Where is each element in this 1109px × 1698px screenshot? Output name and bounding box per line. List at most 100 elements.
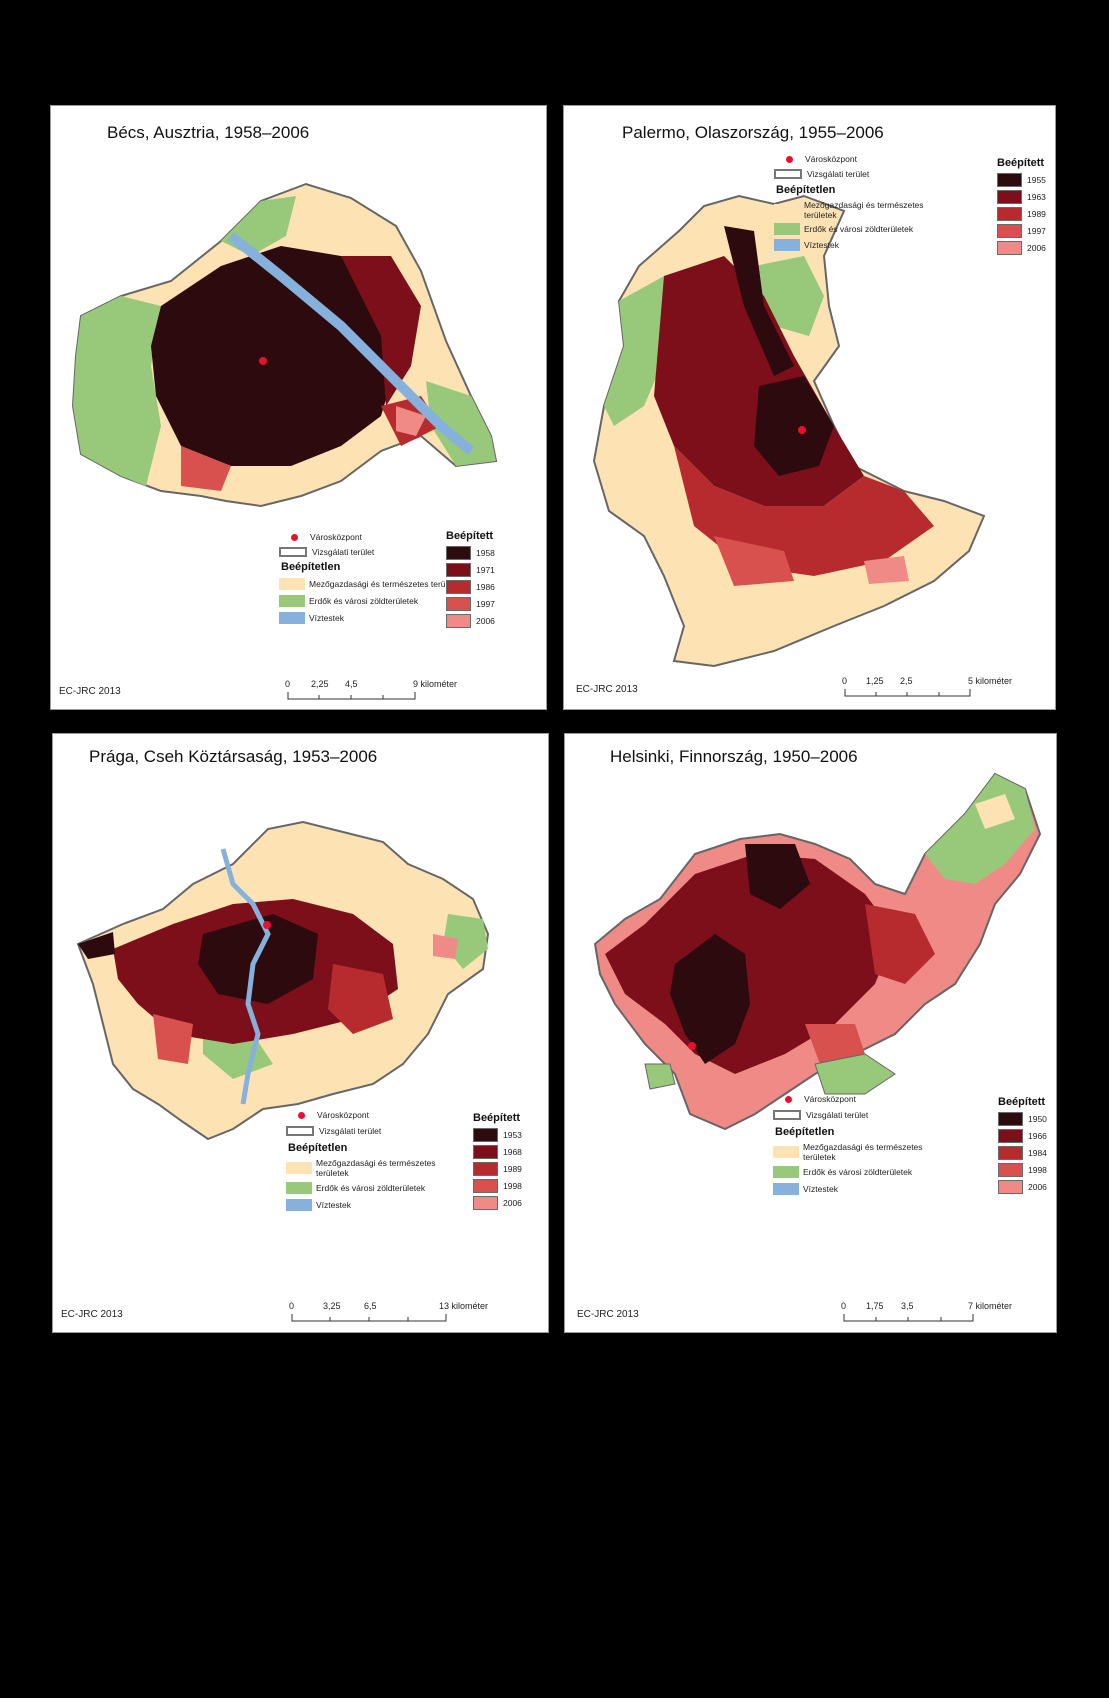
- forest-area-west: [604, 276, 674, 426]
- forest-area-east: [426, 381, 496, 466]
- forest-area-west: [73, 296, 161, 486]
- legend-label: Erdők és városi zöldterületek: [309, 596, 419, 606]
- scale-label: 3,5: [901, 1301, 914, 1311]
- built-swatch: [998, 1129, 1023, 1143]
- forest-swatch: [279, 595, 305, 607]
- study-area-swatch: [774, 169, 802, 179]
- legend-year: 1998: [503, 1181, 522, 1191]
- city-center-marker: [263, 921, 271, 929]
- legend-heading: Beépítetlen: [776, 184, 836, 196]
- agri-swatch: [774, 204, 800, 216]
- scale-label: 6,5: [364, 1301, 377, 1311]
- scale-label: 1,75: [866, 1301, 884, 1311]
- built-area-1950-north: [745, 844, 810, 909]
- credit: EC-JRC 2013: [577, 1309, 639, 1320]
- map-panel-helsinki: Helsinki, Finnország, 1950–2006 Városköz…: [564, 733, 1057, 1333]
- legend-year: 1989: [503, 1164, 522, 1174]
- built-swatch: [998, 1163, 1023, 1177]
- scale-bar: 0 2,25 4,5 9 kilométer: [285, 679, 467, 703]
- city-center-marker: [259, 357, 267, 365]
- legend-label: Mezőgazdasági és természetes területek: [803, 1142, 923, 1162]
- built-swatch: [473, 1128, 498, 1142]
- water-swatch: [279, 612, 305, 624]
- built-swatch: [997, 190, 1022, 204]
- scale-label: 0: [841, 1301, 847, 1311]
- legend-label: Víztestek: [804, 240, 839, 250]
- built-swatch: [998, 1112, 1023, 1126]
- map-panel-palermo: Palermo, Olaszország, 1955–2006 Városköz…: [563, 105, 1056, 710]
- scale-label: 7 kilométer: [968, 1301, 1013, 1311]
- built-patch-2006: [433, 934, 458, 959]
- scale-bar: 0 1,25 2,5 5 kilométer: [842, 676, 1034, 700]
- agri-swatch: [286, 1162, 312, 1174]
- prague-map: [76, 820, 490, 1141]
- legend-year: 2006: [1027, 243, 1046, 253]
- scale-label: 5 kilométer: [968, 676, 1013, 686]
- scale-label: 0: [285, 679, 291, 689]
- legend-year: 2006: [476, 616, 495, 626]
- built-swatch: [997, 207, 1022, 221]
- legend-year: 1958: [476, 548, 495, 558]
- legend-label: Víztestek: [316, 1200, 351, 1210]
- legend-label: Városközpont: [310, 532, 362, 542]
- built-core-1955: [754, 376, 834, 476]
- legend-year: 1989: [1027, 209, 1046, 219]
- built-swatch: [473, 1196, 498, 1210]
- legend-year: 1997: [1027, 226, 1046, 236]
- built-core-1950: [670, 934, 750, 1064]
- water-swatch: [286, 1199, 312, 1211]
- built-patch-2006: [396, 406, 426, 436]
- legend-heading: Beépítetlen: [281, 561, 341, 573]
- built-area-1998: [153, 1014, 193, 1064]
- city-center-icon: [785, 1095, 792, 1103]
- legend-year: 1971: [476, 565, 495, 575]
- credit: EC-JRC 2013: [576, 684, 638, 695]
- built-swatch: [998, 1180, 1023, 1194]
- legend-label: Vizsgálati terület: [312, 547, 375, 557]
- map-title: Palermo, Olaszország, 1955–2006: [622, 123, 884, 142]
- map-title: Helsinki, Finnország, 1950–2006: [610, 747, 858, 766]
- forest-islands: [644, 1053, 896, 1095]
- scale-bar: 0 3,25 6,5 13 kilométer: [289, 1301, 521, 1325]
- built-core-1958: [151, 246, 396, 466]
- legend-label: Városközpont: [805, 154, 857, 164]
- study-area-swatch: [279, 547, 307, 557]
- legend-year: 2006: [1028, 1182, 1047, 1192]
- legend-label: Víztestek: [309, 613, 344, 623]
- forest-swatch: [774, 223, 800, 235]
- helsinki-map: [593, 772, 1042, 1131]
- city-center-icon: [298, 1111, 305, 1119]
- built-swatch: [997, 173, 1022, 187]
- legend-label: Vizsgálati terület: [319, 1126, 382, 1136]
- built-swatch: [997, 241, 1022, 255]
- legend-heading: Beépített: [998, 1096, 1046, 1108]
- built-swatch: [473, 1145, 498, 1159]
- scale-label: 4,5: [345, 679, 358, 689]
- forest-swatch: [773, 1166, 799, 1178]
- legend-year: 1997: [476, 599, 495, 609]
- study-area-swatch: [286, 1126, 314, 1136]
- scale-label: 2,25: [311, 679, 329, 689]
- legend-heading: Beépítetlen: [288, 1142, 348, 1154]
- legend-year: 1953: [503, 1130, 522, 1140]
- credit: EC-JRC 2013: [59, 686, 121, 697]
- built-patch-1953-west: [78, 932, 115, 959]
- scale-label: 1,25: [866, 676, 884, 686]
- agri-swatch: [279, 578, 305, 590]
- built-strip-1955: [724, 226, 794, 376]
- built-ring-1971: [341, 256, 421, 406]
- legend-heading: Beépítetlen: [775, 1126, 835, 1138]
- built-swatch: [446, 563, 471, 577]
- legend-label: Erdők és városi zöldterületek: [803, 1167, 913, 1177]
- water-swatch: [773, 1183, 799, 1195]
- legend-year: 1986: [476, 582, 495, 592]
- scale-label: 9 kilométer: [413, 679, 458, 689]
- agri-area-northeast: [975, 794, 1015, 829]
- map-panel-vienna: Bécs, Ausztria, 1958–2006 Városközpont V…: [50, 105, 547, 710]
- legend-year: 1966: [1028, 1131, 1047, 1141]
- legend-label: Erdők és városi zöldterületek: [804, 224, 914, 234]
- scale-label: 0: [289, 1301, 295, 1311]
- built-area-1966: [605, 854, 895, 1074]
- map-panel-prague: Prága, Cseh Köztársaság, 1953–2006 Város…: [52, 733, 549, 1333]
- map-title: Bécs, Ausztria, 1958–2006: [107, 123, 310, 142]
